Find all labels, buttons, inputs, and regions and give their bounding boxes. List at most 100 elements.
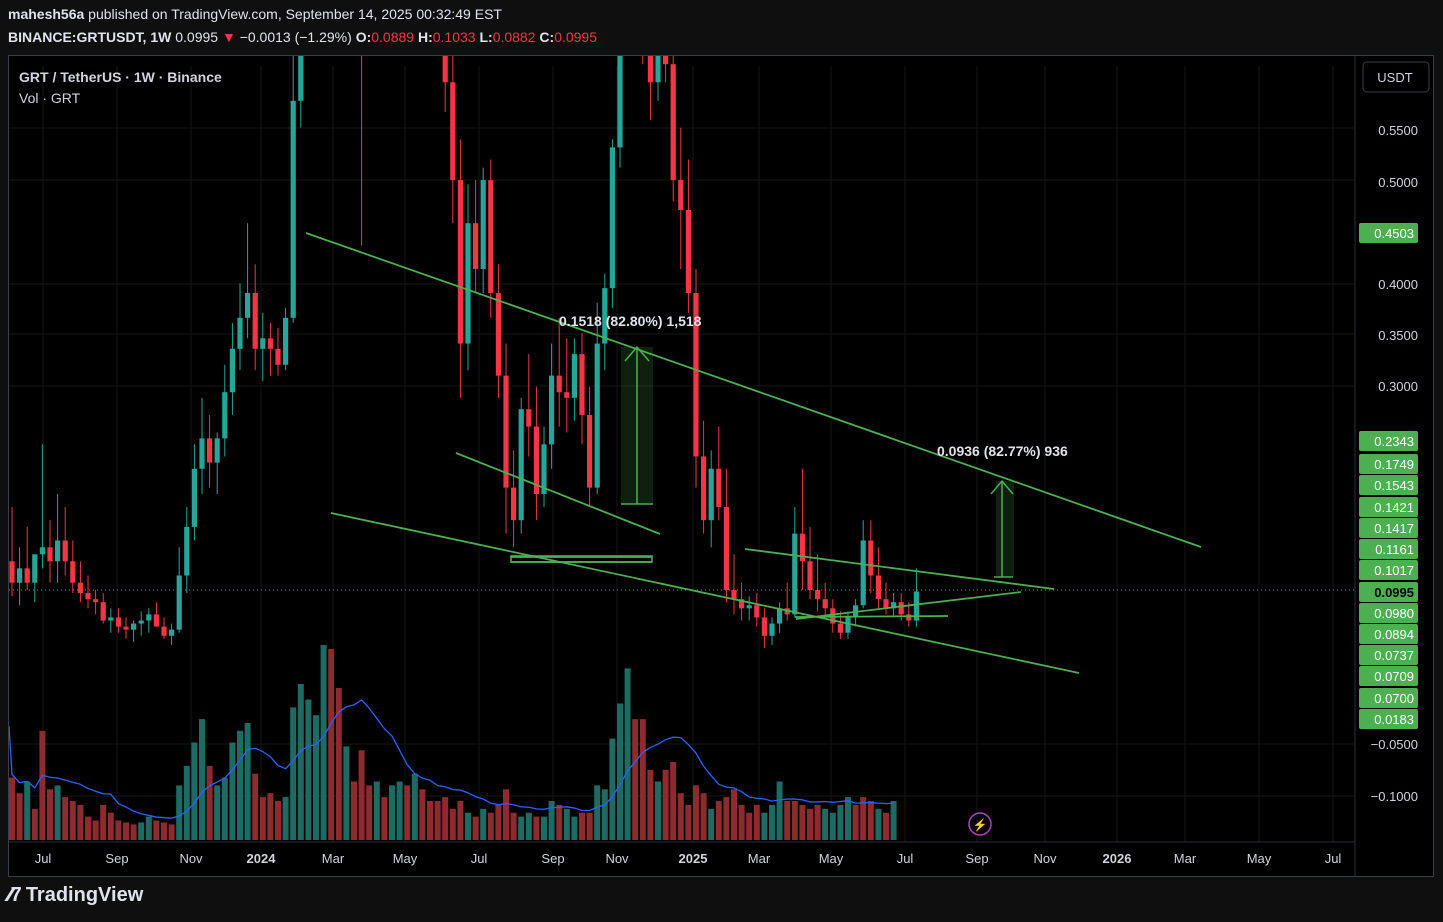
volume-bar bbox=[123, 822, 129, 840]
candle-body bbox=[670, 64, 676, 181]
measure-arrowhead-1 bbox=[624, 345, 650, 362]
candle-body bbox=[746, 605, 752, 609]
volume-bar bbox=[396, 781, 403, 840]
volume-bar bbox=[153, 820, 160, 840]
x-tick-label: Nov bbox=[605, 851, 629, 866]
volume-bar bbox=[807, 808, 813, 840]
volume-bar bbox=[670, 762, 677, 840]
candle-body bbox=[678, 180, 684, 210]
volume-bar bbox=[465, 812, 471, 840]
chart-svg[interactable]: 0.1518 (82.80%) 1,518 0.0936 (82.77%) 936… bbox=[9, 56, 1433, 876]
candle-body bbox=[739, 599, 745, 609]
volume-bar bbox=[434, 801, 441, 840]
volume-bar bbox=[829, 812, 836, 840]
volume-bar bbox=[16, 793, 23, 840]
candle-body bbox=[716, 468, 722, 507]
candle-body bbox=[602, 288, 608, 344]
price-tag bbox=[1359, 688, 1418, 708]
x-tick-label: Jul bbox=[897, 851, 914, 866]
volume-bar bbox=[358, 750, 365, 840]
candle-body bbox=[875, 575, 881, 600]
candle-body bbox=[123, 626, 129, 630]
x-tick-label: Jul bbox=[1325, 851, 1342, 866]
candle-body bbox=[24, 568, 30, 583]
currency-button[interactable] bbox=[1362, 61, 1430, 93]
x-tick-label: Sep bbox=[105, 851, 128, 866]
candle-body bbox=[39, 547, 45, 555]
legend-title: GRT / TetherUS · 1W · Binance bbox=[19, 69, 222, 85]
candle-body bbox=[685, 209, 691, 293]
candle-body bbox=[898, 602, 904, 615]
volume-bar bbox=[31, 808, 38, 840]
x-tick-label: Sep bbox=[965, 851, 988, 866]
candle-body bbox=[777, 608, 783, 624]
x-tick-label: Nov bbox=[1033, 851, 1057, 866]
volume-bar bbox=[860, 797, 867, 840]
candle-body bbox=[609, 147, 615, 289]
candle-body bbox=[883, 599, 889, 609]
y-tick-label: 0.3000 bbox=[1378, 379, 1418, 394]
candle-body bbox=[549, 375, 555, 445]
candle-body bbox=[822, 599, 828, 609]
candle-body bbox=[792, 533, 798, 615]
volume-bar bbox=[769, 804, 775, 840]
trendline-0 bbox=[305, 232, 1202, 548]
volume-bar bbox=[685, 804, 692, 840]
candle-body bbox=[222, 392, 228, 439]
price-tag-label: 0.0894 bbox=[1374, 627, 1414, 642]
volume-bar bbox=[776, 781, 783, 840]
candle-body bbox=[799, 533, 805, 562]
down-arrow-icon: ▼ bbox=[221, 29, 236, 45]
volume-bar bbox=[571, 816, 578, 840]
y-tick-label: −0.0500 bbox=[1371, 737, 1418, 752]
price-tag-label: 0.1749 bbox=[1374, 457, 1414, 472]
chart-pane[interactable]: 0.1518 (82.80%) 1,518 0.0936 (82.77%) 936… bbox=[8, 55, 1434, 877]
volume-bar bbox=[799, 804, 806, 840]
price-tag-label: 0.1421 bbox=[1374, 500, 1414, 515]
volume-bar bbox=[24, 781, 31, 840]
candle-body bbox=[199, 438, 205, 469]
price-tag-label: 0.0700 bbox=[1374, 691, 1414, 706]
last-price: 0.0995 bbox=[175, 29, 219, 45]
trendline-4 bbox=[795, 591, 1022, 620]
candle-body bbox=[480, 180, 486, 269]
candle-body bbox=[754, 605, 760, 618]
volume-bar bbox=[867, 801, 874, 840]
lightning-icon-glyph: ⚡ bbox=[973, 818, 988, 832]
candle-body bbox=[184, 526, 190, 576]
volume-bar bbox=[480, 808, 487, 840]
x-tick-label: May bbox=[1247, 851, 1272, 866]
price-tag bbox=[1359, 603, 1418, 623]
candle-body bbox=[85, 593, 91, 600]
y-tick-label: 0.5500 bbox=[1378, 123, 1418, 138]
volume-bar bbox=[563, 808, 570, 840]
measure-label-2: 0.0936 (82.77%) 936 bbox=[937, 443, 1068, 459]
candle-body bbox=[723, 506, 729, 590]
volume-bar bbox=[313, 715, 319, 840]
volume-bar bbox=[708, 808, 715, 840]
y-tick-label: −0.1000 bbox=[1371, 789, 1418, 804]
publish-info: published on TradingView.com, September … bbox=[88, 6, 502, 22]
volume-bar bbox=[548, 801, 555, 840]
volume-bar bbox=[731, 789, 737, 840]
volume-bar bbox=[556, 804, 563, 840]
candle-body bbox=[100, 602, 106, 621]
volume-bar bbox=[252, 773, 259, 840]
price-tag bbox=[1359, 475, 1418, 495]
candle-body bbox=[587, 414, 593, 488]
x-tick-label: Mar bbox=[1174, 851, 1197, 866]
volume-bar bbox=[366, 785, 373, 840]
x-tick-label: Mar bbox=[322, 851, 345, 866]
x-tick-label: May bbox=[393, 851, 418, 866]
candle-body bbox=[138, 620, 144, 624]
candle-body bbox=[191, 468, 197, 527]
candle-body bbox=[891, 602, 897, 609]
volume-bar bbox=[145, 816, 152, 840]
candle-body bbox=[153, 614, 159, 627]
volume-bar bbox=[411, 773, 418, 840]
publisher-name[interactable]: mahesh56a bbox=[8, 6, 85, 22]
legend-vol: Vol · GRT bbox=[19, 90, 81, 106]
price-tag-label: 0.0183 bbox=[1374, 712, 1414, 727]
candle-body bbox=[731, 590, 737, 600]
y-tick-label: 0.3500 bbox=[1378, 328, 1418, 343]
